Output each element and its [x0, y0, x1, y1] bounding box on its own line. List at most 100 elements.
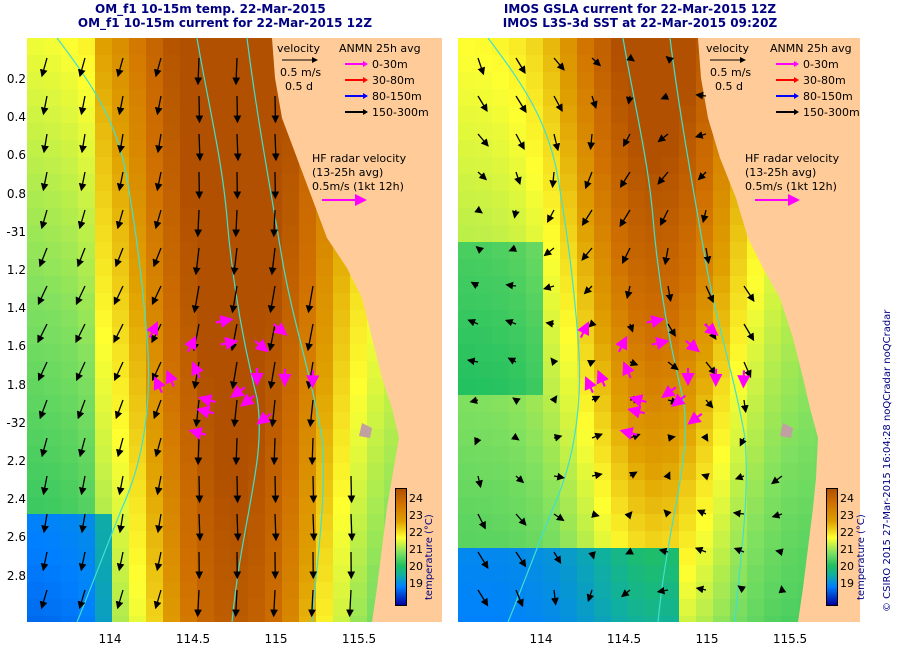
sst-cell — [333, 497, 350, 514]
sst-cell — [44, 89, 61, 106]
current-vector-arrow — [268, 247, 277, 276]
sst-cell — [577, 446, 594, 463]
current-vector-arrow — [581, 209, 593, 226]
current-vector-arrow — [547, 209, 555, 223]
sst-cell — [747, 463, 764, 480]
sst-cell — [798, 480, 815, 497]
sst-cell — [248, 38, 265, 55]
sst-cell — [747, 531, 764, 548]
sst-cell — [197, 208, 214, 225]
sst-cell — [662, 344, 679, 361]
sst-cell — [299, 429, 316, 446]
sst-cell — [781, 480, 798, 497]
sst-cell — [594, 616, 611, 622]
sst-cell — [112, 412, 129, 429]
sst-cell — [713, 480, 730, 497]
current-vector-arrow — [660, 92, 670, 100]
sst-cell — [231, 480, 248, 497]
sst-cell — [316, 446, 333, 463]
sst-cell — [526, 174, 543, 191]
sst-cell — [129, 157, 146, 174]
current-vector-arrow — [113, 323, 124, 344]
current-vector-arrow — [309, 513, 318, 542]
latitude-tick-label: 1.6 — [6, 339, 26, 354]
sst-cell — [475, 616, 492, 622]
sst-cell — [61, 412, 78, 429]
sst-cell — [333, 480, 350, 497]
sst-cell — [543, 412, 560, 429]
sst-cell — [560, 599, 577, 616]
sst-cell — [628, 531, 645, 548]
sst-cell — [78, 55, 95, 72]
sst-cell — [611, 361, 628, 378]
sst-cell — [747, 514, 764, 531]
sst-cell — [180, 123, 197, 140]
sst-cell — [560, 174, 577, 191]
sst-cell — [299, 310, 316, 327]
current-vector-arrow — [511, 209, 520, 219]
sst-cell — [95, 123, 112, 140]
sst-cell — [112, 378, 129, 395]
sst-cell — [679, 140, 696, 157]
sst-cell — [543, 514, 560, 531]
current-vector-arrow — [477, 589, 489, 607]
sst-cell — [526, 293, 543, 310]
sst-cell — [95, 582, 112, 599]
sst-cell — [44, 412, 61, 429]
sst-cell — [594, 72, 611, 89]
sst-cell — [645, 225, 662, 242]
sst-cell — [214, 208, 231, 225]
sst-cell — [475, 55, 492, 72]
sst-cell — [248, 531, 265, 548]
sst-cell — [611, 531, 628, 548]
sst-cell — [509, 293, 526, 310]
current-vector-arrow — [733, 547, 745, 555]
sst-cell — [543, 582, 560, 599]
sst-cell — [214, 599, 231, 616]
sst-cell — [577, 72, 594, 89]
current-vector-arrow — [232, 57, 241, 86]
sst-cell — [730, 599, 747, 616]
sst-cell — [560, 514, 577, 531]
sst-cell — [61, 72, 78, 89]
sst-cell — [231, 123, 248, 140]
sst-cell — [662, 480, 679, 497]
latitude-tick-label: 0.2 — [6, 72, 26, 86]
sst-cell — [747, 446, 764, 463]
sst-cell — [265, 208, 282, 225]
sst-cell — [594, 361, 611, 378]
sst-cell — [458, 174, 475, 191]
current-vector-arrow — [116, 475, 125, 496]
sst-cell — [27, 276, 44, 293]
sst-cell — [577, 616, 594, 622]
sst-cell — [129, 463, 146, 480]
sst-cell — [730, 565, 747, 582]
sst-cell — [458, 327, 475, 344]
sst-cell — [95, 106, 112, 123]
current-vector-arrow — [346, 589, 354, 618]
sst-cell — [696, 157, 713, 174]
sst-cell — [577, 293, 594, 310]
current-vector-arrow — [75, 361, 86, 382]
sst-cell — [265, 463, 282, 480]
sst-cell — [214, 55, 231, 72]
current-vector-arrow — [622, 247, 631, 265]
current-vector-arrow — [628, 471, 638, 479]
current-vector-arrow — [658, 547, 669, 556]
current-vector-arrow — [665, 55, 675, 64]
sst-cell — [475, 276, 492, 293]
sst-cell — [696, 599, 713, 616]
sst-cell — [163, 38, 180, 55]
sst-cell — [197, 140, 214, 157]
sst-cell — [696, 616, 713, 622]
sst-cell — [146, 497, 163, 514]
colorbar-tick-label: 23 — [840, 509, 854, 522]
current-vector-arrow — [697, 171, 707, 181]
sst-cell — [333, 293, 350, 310]
sst-cell — [577, 497, 594, 514]
sst-cell — [214, 38, 231, 55]
colorbar-tick-label: 22 — [840, 526, 854, 539]
hf-radar-arrow — [687, 411, 703, 425]
sst-cell — [95, 327, 112, 344]
sst-cell — [146, 55, 163, 72]
